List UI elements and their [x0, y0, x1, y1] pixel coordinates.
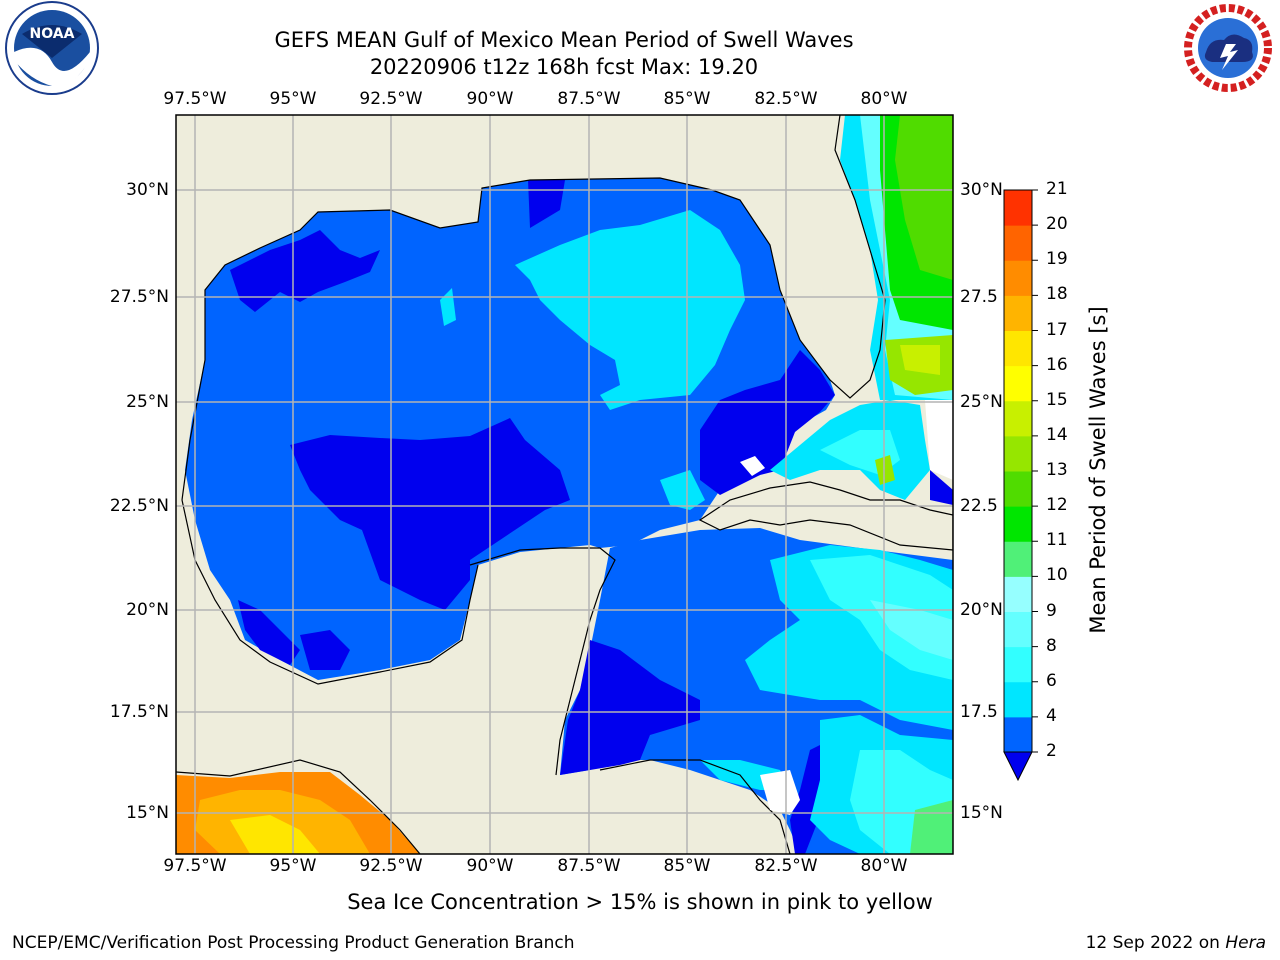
map-frame	[175, 114, 954, 855]
colorbar-tick-label: 13	[1046, 460, 1068, 480]
colorbar-tick-label: 12	[1046, 495, 1068, 516]
colorbar	[1003, 189, 1038, 782]
lat-label-right: 25°N	[960, 392, 1003, 412]
colorbar-segment	[1004, 716, 1032, 753]
lat-label-left: 25°N	[126, 392, 169, 412]
graticule	[176, 115, 953, 854]
lat-label-right: 30°N	[960, 180, 1003, 200]
lon-label-top: 95°W	[269, 89, 317, 109]
colorbar-tick-label: 2	[1046, 741, 1057, 761]
colorbar-segment	[1004, 471, 1032, 507]
colorbar-tick-label: 14	[1046, 424, 1068, 445]
lon-label-top: 92.5°W	[359, 89, 423, 109]
lat-label-left: 17.5°N	[109, 702, 169, 722]
lon-label-bottom: 97.5°W	[163, 856, 227, 876]
colorbar-tick-label: 19	[1046, 249, 1068, 270]
lon-label-bottom: 80°W	[860, 856, 908, 876]
colorbar-segment	[1004, 611, 1032, 648]
lat-label-right: 20°N	[960, 600, 1003, 620]
lat-label-right: 17.5	[960, 702, 998, 722]
colorbar-tick-label: 21	[1046, 179, 1068, 199]
colorbar-tick-label: 6	[1046, 670, 1057, 691]
colorbar-segment	[1004, 576, 1032, 612]
colorbar-segment	[1004, 681, 1032, 718]
colorbar-segment	[1004, 190, 1032, 226]
colorbar-segment	[1004, 225, 1032, 261]
lat-label-left: 27.5°N	[109, 287, 169, 307]
lat-label-right: 15°N	[960, 803, 1003, 823]
nws-logo	[1176, 0, 1280, 104]
footer-date: 12 Sep 2022 on	[1085, 933, 1226, 953]
colorbar-segment	[1004, 400, 1032, 437]
lat-label-left: 20°N	[126, 600, 169, 620]
lat-label-right: 22.5	[960, 496, 998, 516]
colorbar-tick-label: 18	[1046, 284, 1068, 305]
colorbar-tick-label: 20	[1046, 214, 1068, 235]
noaa-logo-text: NOAA	[30, 26, 75, 42]
colorbar-segment	[1004, 541, 1032, 577]
lon-label-bottom: 85°W	[663, 856, 711, 876]
lat-label-left: 30°N	[126, 180, 169, 200]
lon-label-top: 90°W	[466, 89, 514, 109]
lat-label-left: 22.5°N	[109, 496, 169, 516]
colorbar-segment	[1004, 435, 1032, 472]
colorbar-segment	[1004, 260, 1032, 296]
colorbar-label: Mean Period of Swell Waves [s]	[1086, 306, 1110, 634]
colorbar-tick-label: 11	[1046, 530, 1068, 551]
colorbar-segment	[1004, 330, 1032, 367]
colorbar-tick-label: 15	[1046, 389, 1068, 410]
noaa-logo: NOAA	[0, 0, 104, 104]
lat-label-right: 27.5	[960, 287, 998, 307]
lat-label-left: 15°N	[126, 803, 169, 823]
colorbar-tick-label: 8	[1046, 635, 1057, 656]
chart-title: GEFS MEAN Gulf of Mexico Mean Period of …	[274, 28, 854, 52]
footer-left: NCEP/EMC/Verification Post Processing Pr…	[12, 933, 575, 953]
colorbar-under-triangle	[1003, 751, 1033, 782]
colorbar-segment	[1004, 506, 1032, 542]
colorbar-tick-label: 16	[1046, 354, 1068, 375]
footer-host: Hera	[1225, 933, 1266, 953]
footer-right: 12 Sep 2022 on Hera	[1086, 933, 1266, 953]
lon-label-bottom: 82.5°W	[754, 856, 818, 876]
sea-ice-note: Sea Ice Concentration > 15% is shown in …	[347, 890, 933, 914]
lon-label-top: 97.5°W	[163, 89, 227, 109]
colorbar-tick-label: 10	[1046, 565, 1068, 586]
colorbar-segment	[1004, 295, 1032, 331]
colorbar-tick-label: 9	[1046, 600, 1057, 621]
lon-label-bottom: 92.5°W	[359, 856, 423, 876]
lon-label-bottom: 87.5°W	[557, 856, 621, 876]
colorbar-tick-label: 4	[1046, 705, 1057, 726]
lon-label-top: 87.5°W	[557, 89, 621, 109]
lon-label-bottom: 90°W	[466, 856, 514, 876]
deep-blue-patch	[290, 418, 570, 610]
lon-label-top: 85°W	[663, 89, 711, 109]
lon-label-bottom: 95°W	[269, 856, 317, 876]
chart-subtitle: 20220906 t12z 168h fcst Max: 19.20	[369, 55, 759, 79]
lon-label-top: 82.5°W	[754, 89, 818, 109]
colorbar-tick-label: 17	[1046, 319, 1068, 340]
colorbar-segment	[1004, 646, 1032, 683]
lon-label-top: 80°W	[860, 89, 908, 109]
colorbar-segment	[1004, 365, 1032, 402]
